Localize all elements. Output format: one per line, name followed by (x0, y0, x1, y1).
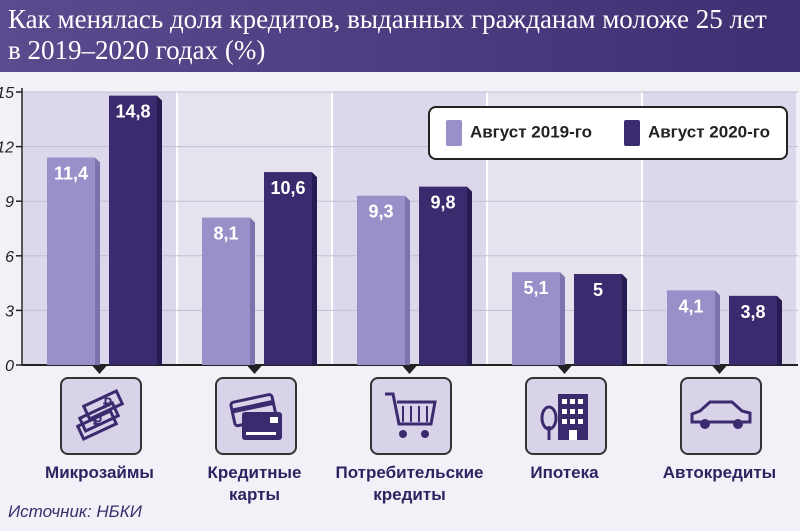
svg-text:₽: ₽ (93, 413, 102, 429)
bar-2019 (47, 157, 95, 365)
header-banner: Как менялась доля кредитов, выданных гра… (0, 0, 800, 72)
bar-2020 (574, 274, 622, 365)
bar-2019 (512, 272, 560, 365)
pointer-icon (247, 366, 262, 374)
category-label-line: Кредитные (207, 463, 302, 482)
legend: Август 2019-го Август 2020-го (428, 106, 788, 160)
bar-2020 (109, 95, 157, 365)
pointer-icon (712, 366, 727, 374)
bar-value-label: 10,6 (270, 178, 305, 198)
bar-value-label: 11,4 (54, 164, 88, 184)
bar-side (715, 290, 720, 365)
bar-side (312, 172, 317, 365)
legend-swatch (623, 120, 640, 146)
money-stack-icon: ₽ ₽ (59, 377, 142, 455)
source-note: Источник: НБКИ (8, 502, 142, 521)
pointer-icon (402, 366, 417, 374)
legend-label: Август 2020-го (647, 122, 771, 142)
bar-value-label: 4,1 (678, 296, 703, 316)
y-tick-label: 3 (5, 303, 14, 320)
car-icon (679, 377, 762, 455)
y-tick-label: 15 (0, 85, 14, 102)
bar-2019 (357, 195, 405, 365)
bar-2019 (667, 290, 715, 365)
bar-2020 (264, 172, 312, 365)
category-label: Потребительские кредиты (332, 462, 487, 506)
category-label-line: Потребительские (335, 463, 484, 482)
bar-side (622, 274, 627, 365)
bar-side (777, 295, 782, 365)
bar-2020 (419, 186, 467, 365)
chart-title: Как менялась доля кредитов, выданных гра… (8, 4, 767, 66)
legend-swatch (445, 120, 462, 146)
category-label: Кредитные карты (177, 462, 332, 506)
pointer-icon (92, 366, 107, 374)
bar-2019 (202, 217, 250, 365)
bar-side (405, 195, 410, 365)
svg-text:₽: ₽ (103, 395, 112, 411)
bar-value-label: 8,1 (213, 224, 238, 244)
category-label: Микрозаймы (22, 462, 177, 484)
category-label-line: карты (229, 485, 280, 504)
category-label-line: кредиты (373, 485, 446, 504)
bar-value-label: 9,3 (368, 202, 393, 222)
category-label-line: Автокредиты (662, 463, 777, 482)
bar-side (250, 217, 255, 365)
pointer-icon (557, 366, 572, 374)
bar-2020 (729, 295, 777, 365)
category-label-line: Микрозаймы (45, 463, 154, 482)
legend-item-2020: Август 2020-го (623, 120, 771, 146)
y-tick-label: 0 (5, 358, 14, 375)
credit-card-icon (214, 377, 297, 455)
y-tick-label: 12 (0, 140, 14, 157)
bar-value-label: 3,8 (740, 302, 765, 322)
bar-value-label: 5 (593, 280, 603, 300)
category-label-line: Ипотека (530, 463, 599, 482)
y-tick-label: 6 (5, 249, 14, 266)
title-line-2: в 2019–2020 годах (%) (8, 35, 266, 65)
category-label: Автокредиты (642, 462, 797, 484)
category-label: Ипотека (487, 462, 642, 484)
apartment-building-icon (524, 377, 607, 455)
bar-value-label: 14,8 (115, 102, 150, 122)
legend-label: Август 2019-го (469, 122, 593, 142)
bar-side (95, 157, 100, 365)
y-tick-label: 9 (5, 194, 14, 211)
bar-side (467, 186, 472, 365)
shopping-cart-icon (369, 377, 452, 455)
bar-value-label: 5,1 (523, 278, 548, 298)
bar-side (560, 272, 565, 365)
title-line-1: Как менялась доля кредитов, выданных гра… (8, 4, 767, 34)
legend-item-2019: Август 2019-го (445, 120, 593, 146)
bar-value-label: 9,8 (430, 193, 455, 213)
bar-side (157, 95, 162, 365)
